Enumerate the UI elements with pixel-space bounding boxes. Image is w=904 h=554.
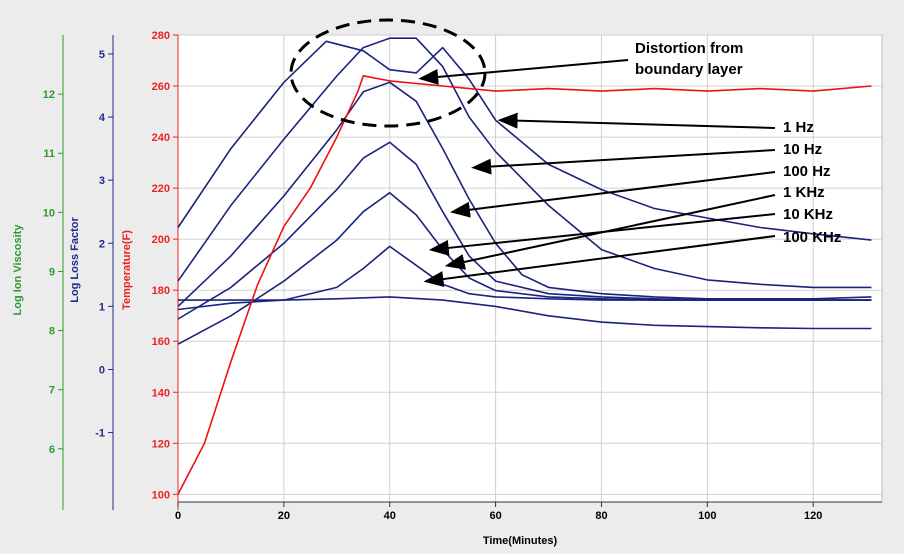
annotation-arrow xyxy=(428,213,776,256)
x-tick-label: 0 xyxy=(175,510,181,522)
viscosity-tick-label: 12 xyxy=(43,89,55,101)
loss-factor-axis: -1 0 1 2 3 4 5 xyxy=(95,35,114,510)
annotation-arrow xyxy=(497,112,776,129)
y-axis-title-loss-factor: Log Loss Factor xyxy=(69,217,81,303)
viscosity-axis: 6 7 8 9 10 11 12 xyxy=(43,35,64,510)
temperature-axis: 100 120 140 160 180 200 220 240 260 280 xyxy=(152,30,179,510)
series-line-baseline xyxy=(178,296,872,330)
temperature-tick-label: 240 xyxy=(152,132,170,144)
x-tick-label: 20 xyxy=(278,510,290,522)
x-axis-title: Time(Minutes) xyxy=(483,535,558,547)
y-axis-title-viscosity: Log Ion Viscosity xyxy=(12,224,24,316)
annotation-arrow xyxy=(418,59,629,85)
annotation-arrow xyxy=(449,171,776,218)
time-axis: 0 20 40 60 80 100 120 xyxy=(175,501,882,522)
temperature-tick-label: 160 xyxy=(152,336,170,348)
y-axis-title-temperature: Temperature(F) xyxy=(121,230,133,310)
temperature-tick-label: 220 xyxy=(152,183,170,195)
loss-tick-label: 5 xyxy=(99,49,105,61)
annotation-label: boundary layer xyxy=(635,61,743,78)
temperature-tick-label: 260 xyxy=(152,81,170,93)
loss-tick-label: -1 xyxy=(95,428,105,440)
x-tick-label: 60 xyxy=(489,510,501,522)
loss-tick-label: 4 xyxy=(99,112,106,124)
annotation-label: 100 Hz xyxy=(783,163,831,180)
temperature-tick-label: 280 xyxy=(152,30,170,42)
x-tick-label: 80 xyxy=(595,510,607,522)
series-line-temperature xyxy=(177,75,872,495)
annotation-label: 100 KHz xyxy=(783,229,841,246)
temperature-tick-label: 180 xyxy=(152,285,170,297)
viscosity-tick-label: 9 xyxy=(49,266,55,278)
series-line-10-hz xyxy=(177,37,872,289)
x-tick-label: 120 xyxy=(804,510,822,522)
loss-tick-label: 2 xyxy=(99,238,105,250)
annotation-arrow xyxy=(471,149,776,175)
loss-tick-label: 0 xyxy=(99,364,105,376)
x-tick-label: 40 xyxy=(384,510,396,522)
annotation-label: 10 Hz xyxy=(783,141,822,158)
series-line-100-hz xyxy=(177,81,872,307)
annotation-label: 10 KHz xyxy=(783,206,833,223)
x-tick-label: 100 xyxy=(698,510,716,522)
annotation-label: 1 Hz xyxy=(783,119,814,136)
annotation-label: Distortion from xyxy=(635,40,743,57)
viscosity-tick-label: 11 xyxy=(43,148,55,160)
annotations: Distortion from boundary layer 1 Hz 10 Hz 10… xyxy=(418,40,841,287)
temperature-tick-label: 200 xyxy=(152,234,170,246)
temperature-tick-label: 120 xyxy=(152,438,170,450)
loss-tick-label: 1 xyxy=(99,301,105,313)
viscosity-tick-label: 7 xyxy=(49,385,55,397)
grid-lines xyxy=(177,34,882,502)
loss-tick-label: 3 xyxy=(99,175,105,187)
viscosity-tick-label: 8 xyxy=(49,326,55,338)
viscosity-tick-label: 10 xyxy=(43,207,55,219)
series-line-1-hz xyxy=(177,40,872,241)
series-line-100-khz xyxy=(177,245,872,311)
annotation-label: 1 KHz xyxy=(783,184,825,201)
viscosity-tick-label: 6 xyxy=(49,444,55,456)
temperature-tick-label: 140 xyxy=(152,387,170,399)
annotation-arrow xyxy=(423,235,776,287)
temperature-tick-label: 100 xyxy=(152,489,170,501)
